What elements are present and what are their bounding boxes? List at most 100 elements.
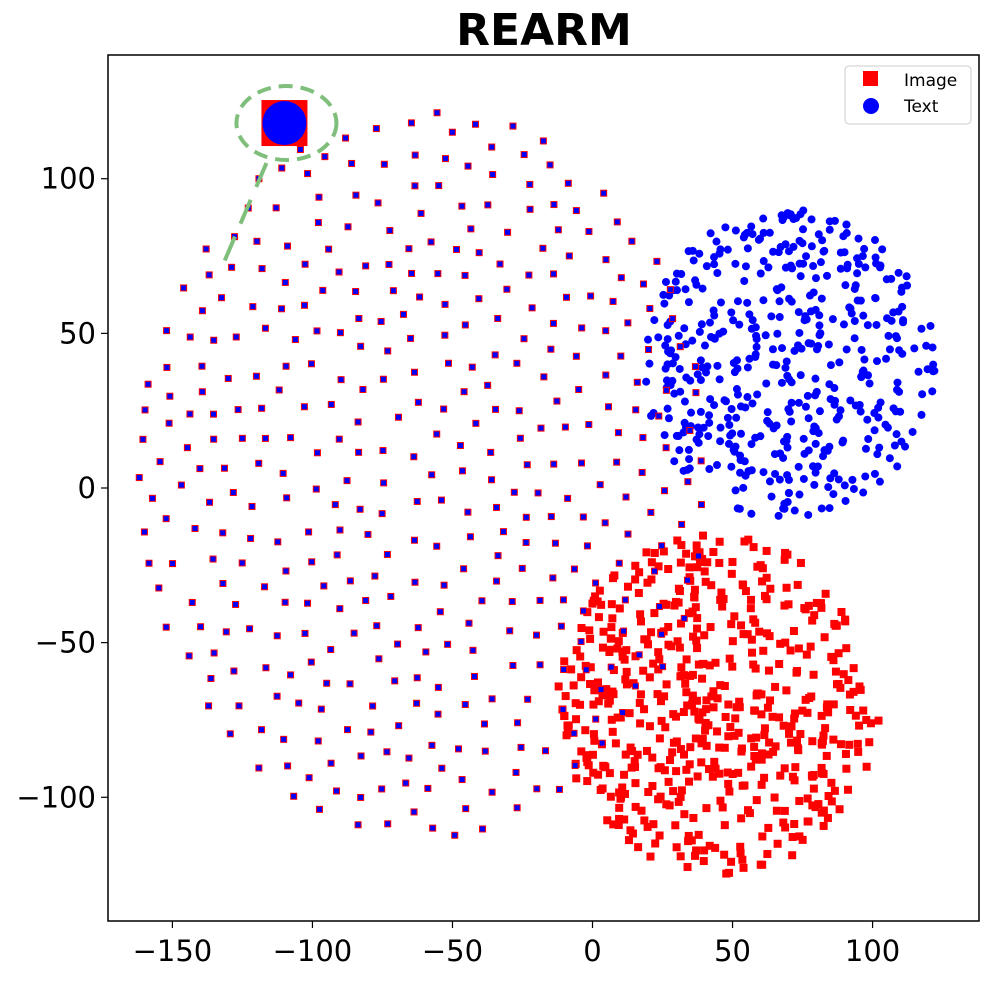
image-point [788, 833, 797, 842]
text-point [283, 363, 289, 369]
text-point [846, 396, 855, 405]
text-point [318, 706, 324, 712]
image-point [846, 706, 855, 715]
image-point [814, 800, 823, 809]
text-point [748, 399, 757, 408]
text-point [733, 504, 742, 513]
text-point [579, 460, 585, 466]
text-point [677, 270, 686, 279]
image-point [586, 663, 595, 672]
text-point [337, 330, 343, 336]
text-point [858, 252, 867, 261]
text-point [463, 806, 469, 812]
text-point [338, 377, 344, 383]
text-point [660, 431, 669, 440]
text-point [572, 763, 578, 769]
text-point [716, 423, 725, 432]
text-point [550, 575, 556, 581]
text-point [902, 272, 911, 281]
annotation-layer [218, 84, 339, 273]
text-point [885, 454, 894, 463]
image-point [577, 673, 586, 682]
text-point [774, 511, 783, 520]
text-point [861, 472, 870, 481]
image-point [702, 696, 711, 705]
image-point [554, 682, 563, 691]
image-point [590, 736, 599, 745]
image-point [844, 785, 853, 794]
text-point [406, 246, 412, 252]
image-point [700, 567, 709, 576]
text-point [360, 386, 366, 392]
image-point [583, 751, 592, 760]
image-point [595, 586, 604, 595]
x-tick-label: 50 [714, 934, 751, 968]
image-point [723, 768, 732, 777]
text-point [282, 599, 288, 605]
image-point [644, 640, 653, 649]
image-point [701, 577, 710, 586]
text-point [670, 389, 679, 398]
image-point [677, 786, 686, 795]
image-point [675, 643, 684, 652]
image-point [711, 843, 720, 852]
text-point [550, 320, 556, 326]
image-point [808, 801, 817, 810]
image-point [622, 680, 631, 689]
text-point [211, 411, 217, 417]
image-point [819, 731, 828, 740]
text-point [883, 423, 892, 432]
image-point [698, 674, 707, 683]
text-point [811, 391, 820, 400]
text-point [198, 624, 204, 630]
image-point [610, 571, 619, 580]
image-point [798, 706, 807, 715]
image-point [786, 738, 795, 747]
text-point [472, 121, 478, 127]
image-point [636, 690, 645, 699]
image-point [751, 664, 760, 673]
image-point [716, 796, 725, 805]
image-point [770, 793, 779, 802]
text-point [618, 275, 624, 281]
image-point [656, 763, 665, 772]
text-point [470, 647, 476, 653]
image-point [702, 741, 711, 750]
image-point [715, 769, 724, 778]
text-point [320, 287, 326, 293]
text-point [917, 324, 926, 333]
image-point [693, 772, 702, 781]
text-point [656, 413, 662, 419]
text-point [794, 462, 803, 471]
text-point [414, 675, 420, 681]
text-point [526, 272, 532, 278]
image-point [780, 806, 789, 815]
image-point [692, 636, 701, 645]
image-point [779, 818, 788, 827]
text-point [839, 436, 848, 445]
text-point [856, 407, 865, 416]
image-point [809, 670, 818, 679]
text-point [799, 225, 808, 234]
image-point [716, 595, 725, 604]
text-point [355, 822, 361, 828]
text-point [622, 597, 628, 603]
image-point [684, 837, 693, 846]
text-point [395, 641, 401, 647]
text-point [292, 337, 298, 343]
text-point [136, 475, 142, 481]
image-point [803, 817, 812, 826]
image-point [636, 719, 645, 728]
image-point [865, 738, 874, 747]
text-point [663, 445, 669, 451]
text-point [573, 208, 579, 214]
image-point [794, 744, 803, 753]
text-point [771, 469, 780, 478]
text-point [779, 504, 788, 513]
text-point [593, 716, 599, 722]
text-point [469, 364, 475, 370]
text-point [704, 432, 713, 441]
text-point [233, 334, 239, 340]
text-point [894, 268, 903, 277]
text-point [442, 156, 448, 162]
